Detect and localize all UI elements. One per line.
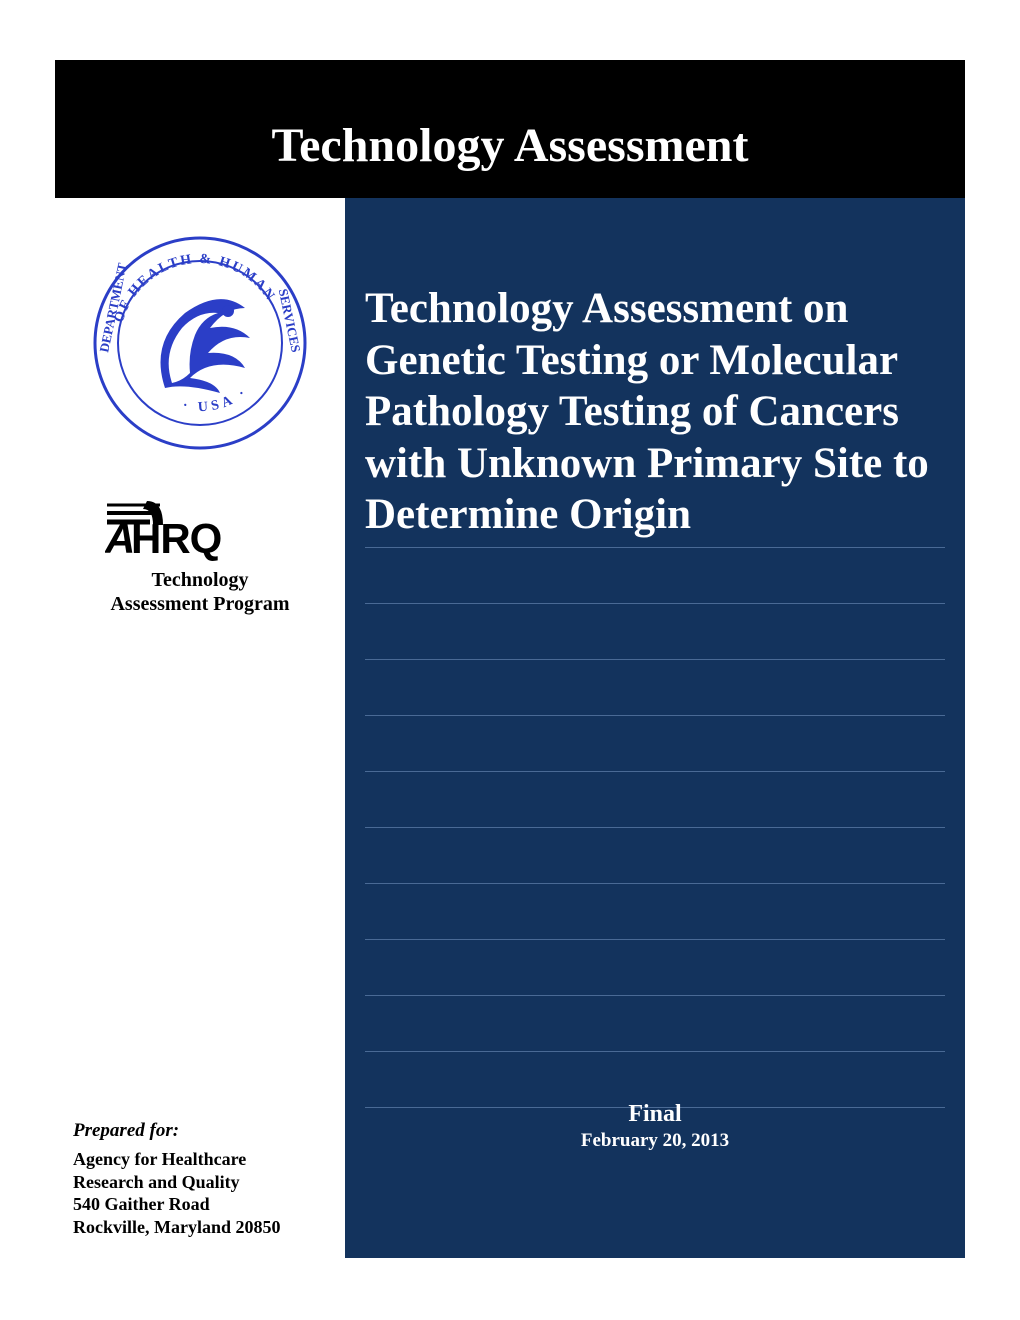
content-row: OF HEALTH & HUMAN · USA · DEPARTMENT SER… (55, 198, 965, 1258)
prepared-for-label: Prepared for: (73, 1120, 327, 1142)
svg-text:HRQ: HRQ (131, 515, 221, 562)
document-title: Technology Assessment on Genetic Testing… (365, 283, 945, 543)
ahrq-subtitle-line2: Assessment Program (73, 592, 327, 616)
status-text: Final (345, 1101, 965, 1128)
rule-line (365, 603, 945, 659)
rule-line (365, 1051, 945, 1107)
ahrq-block: HRQ A Technology Assessment Program (73, 493, 327, 616)
hhs-seal-icon: OF HEALTH & HUMAN · USA · DEPARTMENT SER… (90, 233, 310, 453)
banner-heading: Technology Assessment (55, 60, 965, 198)
rule-line (365, 827, 945, 883)
svg-text:A: A (105, 515, 135, 562)
publication-date: February 20, 2013 (345, 1130, 965, 1152)
rule-line (365, 715, 945, 771)
prepared-for-block: Prepared for: Agency for Healthcare Rese… (73, 970, 327, 1238)
rule-line (365, 883, 945, 939)
prepared-for-line4: Rockville, Maryland 20850 (73, 1216, 327, 1239)
rule-line (365, 771, 945, 827)
main-panel: Technology Assessment on Genetic Testing… (345, 198, 965, 1258)
document-page: Technology Assessment OF HEALTH & HUMAN (0, 0, 1020, 1320)
prepared-for-line3: 540 Gaither Road (73, 1193, 327, 1216)
rule-line (365, 547, 945, 603)
prepared-for-line1: Agency for Healthcare (73, 1148, 327, 1171)
prepared-for-line2: Research and Quality (73, 1171, 327, 1194)
ahrq-logo-icon: HRQ A (105, 493, 295, 563)
rule-line (365, 995, 945, 1051)
sidebar: OF HEALTH & HUMAN · USA · DEPARTMENT SER… (55, 198, 345, 1258)
ahrq-subtitle-line1: Technology (73, 568, 327, 592)
rule-line (365, 939, 945, 995)
rule-line (365, 659, 945, 715)
status-block: Final February 20, 2013 (345, 1101, 965, 1152)
